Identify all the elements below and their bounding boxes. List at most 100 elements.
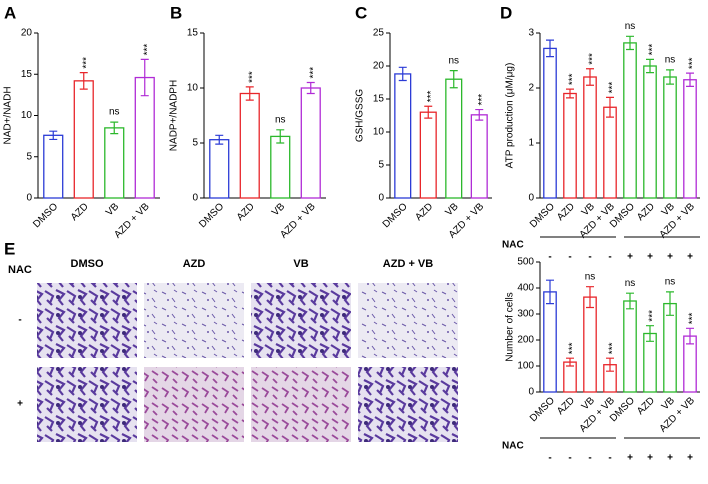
nac-sign: + <box>627 453 633 464</box>
bar <box>643 332 657 393</box>
row-label: + <box>17 399 23 410</box>
y-tick-label: 3 <box>528 28 534 39</box>
row-title: NAC <box>8 264 32 276</box>
y-axis-label: GSH/GSSG <box>355 89 366 143</box>
x-tick-label: VB <box>270 201 287 218</box>
micrograph <box>37 367 137 442</box>
nac-sign: + <box>647 453 653 464</box>
significance: *** <box>247 71 258 83</box>
error-bar <box>566 357 574 367</box>
bar <box>419 111 437 199</box>
error-bar <box>586 286 594 309</box>
error-bar <box>666 291 674 316</box>
error-bar <box>140 58 149 97</box>
column-header: AZD <box>183 258 206 270</box>
error-bar <box>586 68 594 86</box>
nac-sign: + <box>647 252 653 263</box>
panel-label: B <box>170 3 182 22</box>
bar <box>270 135 291 199</box>
column-header: VB <box>293 258 308 270</box>
bar <box>583 76 597 199</box>
x-tick-label: AZD <box>555 395 577 417</box>
significance: *** <box>648 310 659 322</box>
y-axis-label: NAD+/NADH <box>3 86 14 144</box>
y-tick-label: 20 <box>21 28 33 39</box>
bar <box>683 79 697 199</box>
error-bar <box>686 72 694 87</box>
y-axis-label: NADP+/NADPH <box>169 80 180 151</box>
y-tick-label: 20 <box>373 61 385 72</box>
micrograph <box>251 367 351 442</box>
y-tick-label: 10 <box>187 83 199 94</box>
error-bar <box>306 81 315 95</box>
micrograph <box>251 283 351 358</box>
error-bar <box>646 58 654 74</box>
error-bar <box>424 105 433 119</box>
y-tick-label: 100 <box>517 361 534 372</box>
y-tick-label: 0 <box>378 193 384 204</box>
bar <box>394 73 412 199</box>
significance: *** <box>568 342 579 354</box>
bar <box>603 106 617 199</box>
x-tick-label: DMSO <box>528 395 557 424</box>
significance: *** <box>477 94 488 106</box>
error-bar <box>666 69 674 85</box>
panel-label: C <box>355 3 367 22</box>
y-tick-label: 5 <box>192 138 198 149</box>
significance: *** <box>688 57 699 69</box>
y-tick-label: 0 <box>528 193 534 204</box>
micrograph <box>358 283 458 358</box>
y-axis-label: Number of cells <box>505 292 516 361</box>
y-tick-label: 0 <box>192 193 198 204</box>
significance: ns <box>665 54 676 65</box>
nac-sign: - <box>548 252 551 263</box>
row-label: - <box>18 315 21 326</box>
column-header: DMSO <box>71 258 104 270</box>
nac-label: NAC <box>502 441 524 452</box>
error-bar <box>276 129 285 144</box>
significance: *** <box>426 90 437 102</box>
micrograph-grid <box>37 283 458 442</box>
nac-sign: + <box>667 252 673 263</box>
error-bar <box>546 39 554 58</box>
micrograph <box>358 367 458 442</box>
nac-sign: - <box>568 252 571 263</box>
x-tick-label: VB <box>444 201 461 218</box>
panel-label: D <box>500 3 512 22</box>
x-tick-label: AZD <box>635 201 657 223</box>
y-tick-label: 0 <box>528 387 534 398</box>
y-tick-label: 10 <box>21 110 33 121</box>
y-tick-label: 400 <box>517 283 534 294</box>
y-tick-label: 5 <box>378 160 384 171</box>
significance: *** <box>142 44 153 56</box>
bar <box>239 92 260 199</box>
nac-sign: + <box>667 453 673 464</box>
y-tick-label: 5 <box>26 151 32 162</box>
y-tick-label: 1 <box>528 138 534 149</box>
significance: *** <box>688 313 699 325</box>
y-tick-label: 300 <box>517 309 534 320</box>
error-bar <box>686 327 694 345</box>
error-bar <box>215 134 224 145</box>
bar <box>209 139 230 199</box>
significance: ns <box>665 277 676 288</box>
nac-sign: - <box>548 453 551 464</box>
bar <box>583 296 597 393</box>
significance: *** <box>308 67 319 79</box>
x-tick-label: DMSO <box>197 201 226 230</box>
error-bar <box>398 66 407 82</box>
significance: ns <box>625 278 636 289</box>
y-tick-label: 15 <box>21 69 33 80</box>
significance: *** <box>648 44 659 56</box>
x-tick-label: AZD <box>635 395 657 417</box>
error-bar <box>79 72 88 90</box>
x-tick-label: DMSO <box>381 201 410 230</box>
micrograph <box>144 283 244 358</box>
nac-sign: + <box>687 453 693 464</box>
bar <box>445 78 463 199</box>
nac-sign: - <box>568 453 571 464</box>
significance: ns <box>625 21 636 32</box>
bar <box>663 302 677 393</box>
bar <box>543 47 557 199</box>
